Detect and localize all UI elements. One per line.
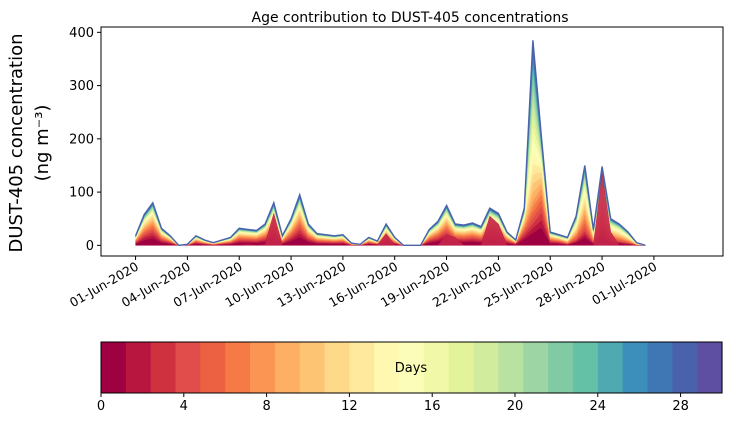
age-layer-17 (135, 80, 646, 246)
total-line (134, 40, 646, 247)
colorbar-segment-22 (647, 342, 673, 393)
colorbar-segment-10 (349, 342, 375, 393)
age-layer-23 (135, 44, 646, 246)
y-axis: 0 100 200 300 400 (69, 26, 101, 254)
y-axis-label-line1: DUST-405 concentration (6, 33, 27, 252)
colorbar-segment-20 (597, 342, 624, 393)
colorbar-segment-18 (548, 342, 574, 393)
colorbar-tick-label: 8 (262, 399, 270, 414)
colorbar-segment-1 (125, 342, 152, 393)
age-layer-22 (135, 49, 646, 246)
y-axis-label-line2: (ng m⁻³) (32, 105, 53, 182)
colorbar-segment-0 (101, 342, 127, 393)
age-layer-24 (135, 40, 646, 246)
plot-frame (100, 26, 724, 257)
x-axis: 01-Jun-202004-Jun-202007-Jun-202010-Jun-… (67, 256, 659, 310)
age-layer-16 (135, 91, 646, 246)
colorbar-segment-15 (473, 342, 500, 393)
y-tick-label: 0 (86, 239, 94, 254)
colorbar-segment-3 (175, 342, 201, 393)
colorbar-segment-4 (200, 342, 226, 393)
colorbar-tick-label: 16 (424, 399, 441, 414)
colorbar-tick-label: 20 (507, 399, 524, 414)
colorbar-frame (100, 341, 723, 394)
colorbar-segment-14 (448, 342, 475, 393)
y-tick-label: 400 (69, 26, 94, 41)
colorbar-tick-label: 12 (341, 399, 358, 414)
colorbar-segment-8 (299, 342, 326, 393)
colorbar-label: Days (395, 361, 428, 376)
age-layer-20 (135, 59, 646, 246)
colorbar-segment-7 (274, 342, 301, 393)
colorbar-segment-2 (150, 342, 177, 393)
age-layer-19 (135, 66, 646, 246)
age-layer-15 (135, 102, 646, 246)
colorbar-tick-label: 24 (590, 399, 607, 414)
colorbar-segment-21 (622, 342, 649, 393)
age-layer-13 (135, 125, 646, 246)
colorbar-tick-label: 28 (672, 399, 689, 414)
colorbar-segment-5 (225, 342, 251, 393)
age-layer-18 (135, 73, 646, 246)
age-layer-21 (135, 54, 646, 246)
y-tick-label: 200 (69, 132, 94, 147)
colorbar-segment-9 (324, 342, 350, 393)
colorbar-segment-19 (572, 342, 599, 393)
colorbar-tick-label: 0 (97, 399, 105, 414)
colorbar-tick-label: 4 (180, 399, 188, 414)
plot-area (100, 26, 724, 257)
colorbar-segment-16 (498, 342, 524, 393)
y-tick-label: 100 (69, 186, 94, 201)
colorbar-segment-13 (423, 342, 450, 393)
chart-title: Age contribution to DUST-405 concentrati… (252, 10, 569, 26)
colorbar-segment-23 (672, 342, 698, 393)
age-layer-14 (135, 114, 646, 246)
colorbar: 0 4 8 12 16 20 24 28 (97, 341, 723, 414)
y-tick-label: 300 (69, 79, 94, 94)
colorbar-segment-6 (250, 342, 276, 393)
colorbar-segment-24 (697, 342, 723, 393)
age-layer-12 (135, 138, 646, 246)
colorbar-segment-12 (399, 342, 425, 393)
old-age-patches (135, 173, 646, 246)
colorbar-segment-11 (374, 342, 400, 393)
colorbar-segment-17 (523, 342, 549, 393)
